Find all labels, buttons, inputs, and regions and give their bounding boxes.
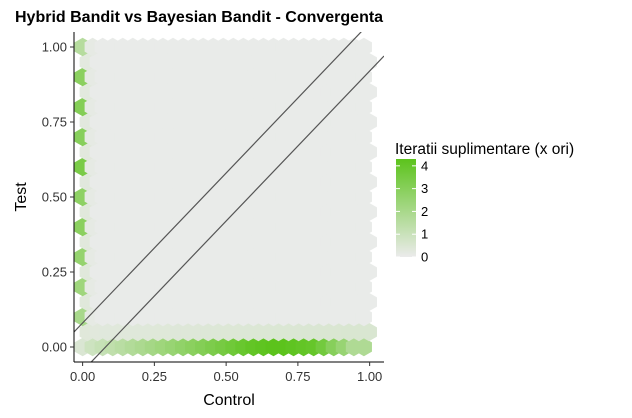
legend-tick-label: 2 — [421, 204, 428, 219]
x-tick-label: 0.25 — [142, 369, 167, 384]
legend-tick-label: 3 — [421, 181, 428, 196]
hex-cell — [360, 142, 377, 162]
legend-tick-label: 0 — [421, 250, 428, 265]
hex-cell — [360, 292, 377, 312]
x-tick-label: 0.00 — [70, 369, 95, 384]
hex-cell — [355, 97, 372, 117]
x-axis-ticks: 0.00 0.25 0.50 0.75 1.00 — [70, 362, 382, 384]
legend-tick-label: 1 — [421, 227, 428, 242]
hex-cell — [355, 337, 372, 357]
x-tick-label: 0.75 — [285, 369, 310, 384]
legend-tick-label: 4 — [421, 158, 428, 173]
hex-cell — [355, 217, 372, 237]
hex-cell — [360, 322, 377, 342]
hex-cell — [355, 157, 372, 177]
hex-cell — [355, 37, 372, 57]
hex-cell — [360, 172, 377, 192]
hex-cell — [360, 52, 377, 72]
y-axis-label: Test — [13, 182, 30, 212]
hex-cell — [355, 127, 372, 147]
hex-cell — [355, 187, 372, 207]
y-tick-label: 0.25 — [42, 265, 67, 280]
legend-ticks: 0 1 2 3 4 — [396, 158, 428, 265]
reference-line-2 — [90, 55, 384, 362]
legend-title: Iteratii suplimentare (x ori) — [395, 141, 574, 158]
reference-lines — [74, 32, 384, 362]
hexbin-layer — [74, 37, 377, 357]
hex-cell — [355, 247, 372, 267]
hex-cell — [360, 262, 377, 282]
hex-cell — [360, 202, 377, 222]
legend: Iteratii suplimentare (x ori) 0 1 2 3 4 — [395, 141, 574, 265]
x-tick-label: 1.00 — [357, 369, 382, 384]
y-tick-label: 0.50 — [42, 190, 67, 205]
hex-cell — [360, 82, 377, 102]
y-tick-label: 0.75 — [42, 115, 67, 130]
hex-cell — [355, 277, 372, 297]
hex-cell — [360, 232, 377, 252]
y-tick-label: 1.00 — [42, 40, 67, 55]
x-axis-label: Control — [203, 392, 255, 409]
hex-cell — [360, 112, 377, 132]
legend-colorbar — [396, 159, 416, 257]
y-axis-ticks: 0.00 0.25 0.50 0.75 1.00 — [42, 40, 74, 355]
chart-title: Hybrid Bandit vs Bayesian Bandit - Conve… — [15, 9, 383, 26]
x-tick-label: 0.50 — [213, 369, 238, 384]
hex-cell — [355, 307, 372, 327]
y-tick-label: 0.00 — [42, 340, 67, 355]
reference-line-1 — [74, 32, 362, 333]
